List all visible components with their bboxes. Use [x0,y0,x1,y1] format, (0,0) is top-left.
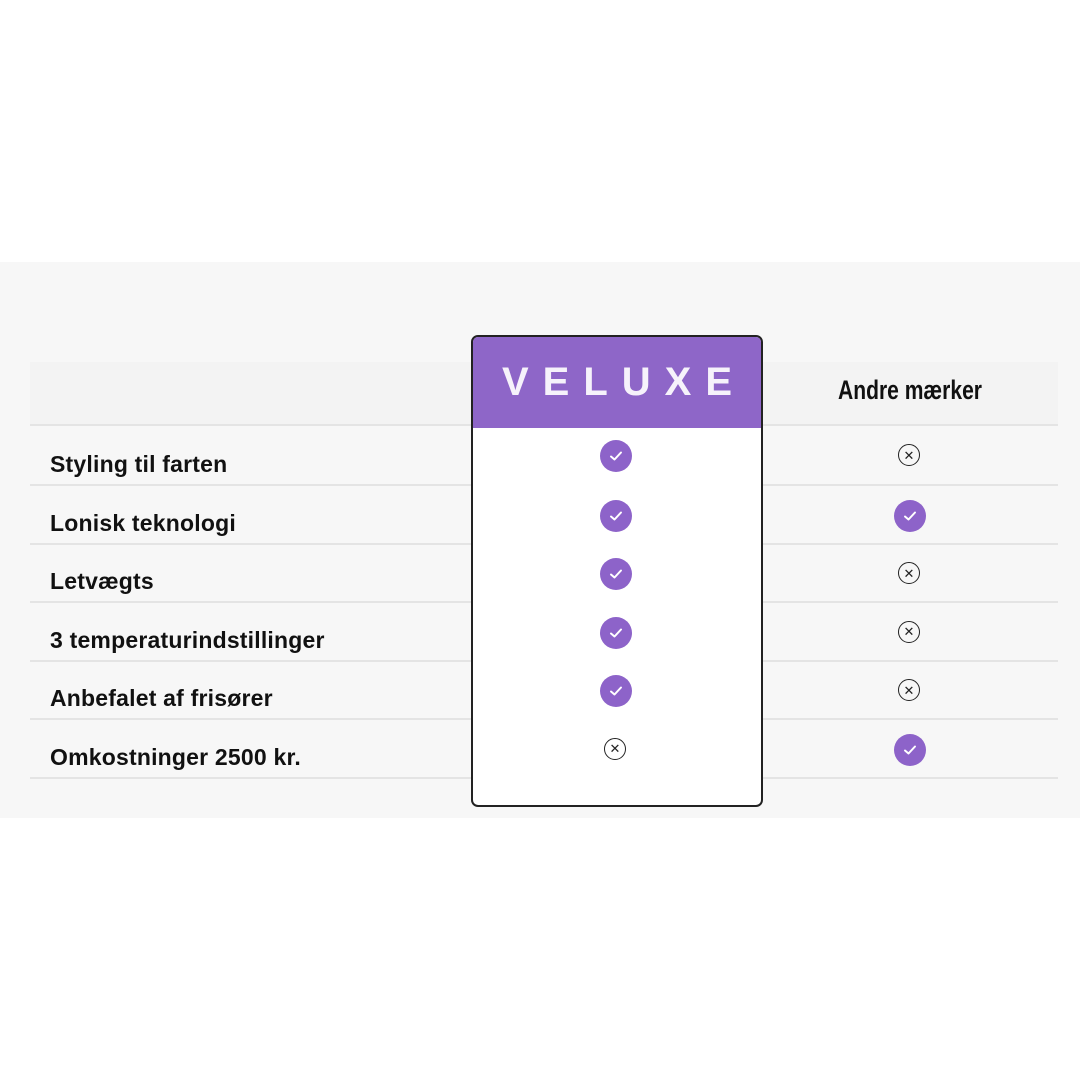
veluxe-cell: ✕ [600,734,632,766]
veluxe-cell [600,440,632,472]
x-icon: ✕ [604,737,626,760]
others-cell [894,733,926,766]
others-cell: ✕ [894,558,926,590]
others-cell [894,499,926,532]
x-icon: ✕ [898,562,920,584]
check-icon [894,499,926,532]
competitor-header: Andre mærker [838,375,982,405]
veluxe-cell [600,499,632,532]
check-icon [600,440,632,472]
feature-label: Omkostninger 2500 kr. [50,744,301,770]
x-icon: ✕ [898,444,920,466]
feature-label: Anbefalet af frisører [50,685,273,711]
check-icon [600,675,632,707]
feature-label: Letvægts [50,568,154,594]
veluxe-column: VELUXE [471,335,763,807]
others-cell: ✕ [894,617,926,649]
feature-label: Styling til farten [50,451,228,477]
x-icon: ✕ [898,679,920,701]
check-icon [600,499,632,532]
others-cell: ✕ [894,675,926,707]
x-icon: ✕ [898,620,920,643]
check-icon [894,733,926,766]
veluxe-cell [600,558,632,590]
check-icon [600,616,632,649]
veluxe-cell [600,675,632,707]
feature-label: 3 temperaturindstillinger [50,627,325,653]
veluxe-logo: VELUXE [473,337,761,428]
feature-label: Lonisk teknologi [50,510,236,536]
veluxe-cell [600,616,632,649]
others-cell: ✕ [894,440,926,472]
check-icon [600,558,632,590]
